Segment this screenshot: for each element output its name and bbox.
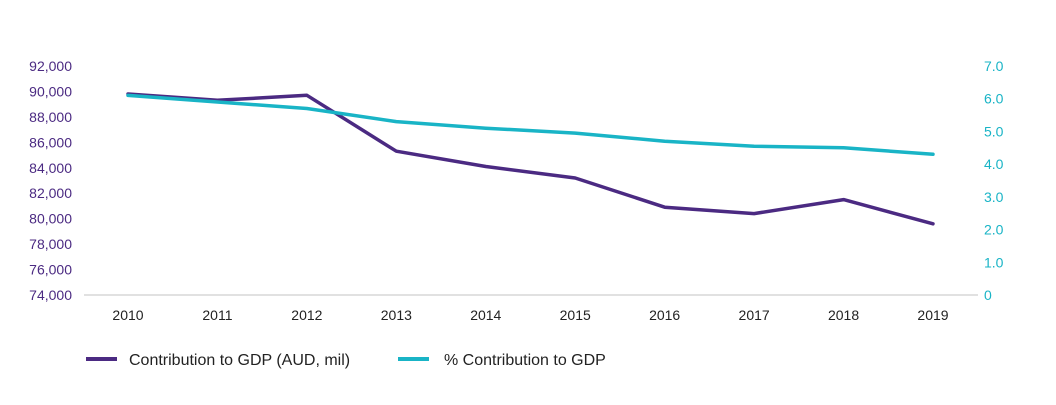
x-axis-tick-label: 2010 (112, 307, 143, 323)
left-axis-tick-label: 78,000 (29, 236, 72, 252)
right-axis-tick-label: 4.0 (984, 156, 1004, 172)
series-layer (126, 92, 935, 226)
right-axis-tick-label: 2.0 (984, 222, 1004, 238)
legend: Contribution to GDP (AUD, mil) % Contribu… (86, 352, 606, 369)
right-axis: 0 1.0 2.0 3.0 4.0 5.0 6.0 7.0 (984, 58, 1004, 303)
right-axis-tick-label: 6.0 (984, 91, 1004, 107)
left-axis: 74,000 76,000 78,000 80,000 82,000 84,000 86,0… (29, 58, 72, 303)
x-axis-tick-label: 2017 (739, 307, 770, 323)
left-axis-tick-label: 74,000 (29, 287, 72, 303)
x-axis-tick-label: 2019 (917, 307, 948, 323)
x-axis-tick-label: 2013 (381, 307, 412, 323)
x-axis-tick-label: 2014 (470, 307, 501, 323)
series-line-percent-contribution (126, 93, 935, 157)
x-axis-tick-label: 2011 (202, 307, 232, 323)
x-axis-tick-label: 2016 (649, 307, 680, 323)
x-axis-tick-label: 2012 (291, 307, 322, 323)
left-axis-tick-label: 76,000 (29, 262, 72, 278)
right-axis-tick-label: 3.0 (984, 189, 1004, 205)
x-axis-tick-label: 2015 (560, 307, 591, 323)
legend-label: Contribution to GDP (AUD, mil) (129, 352, 350, 369)
right-axis-tick-label: 0 (984, 287, 992, 303)
left-axis-tick-label: 92,000 (29, 58, 72, 74)
series-line-contribution-aud (126, 92, 935, 226)
left-axis-tick-label: 84,000 (29, 160, 72, 176)
left-axis-tick-label: 82,000 (29, 185, 72, 201)
left-axis-tick-label: 86,000 (29, 134, 72, 150)
right-axis-tick-label: 5.0 (984, 123, 1004, 139)
x-axis-tick-label: 2018 (828, 307, 859, 323)
x-axis: 2010 2011 2012 2013 2014 2015 2016 2017 2018 2019 (84, 294, 978, 323)
right-axis-tick-label: 7.0 (984, 58, 1004, 74)
right-axis-tick-label: 1.0 (984, 254, 1004, 270)
legend-label: % Contribution to GDP (444, 352, 606, 369)
left-axis-tick-label: 80,000 (29, 211, 72, 227)
left-axis-tick-label: 90,000 (29, 83, 72, 99)
left-axis-tick-label: 88,000 (29, 109, 72, 125)
